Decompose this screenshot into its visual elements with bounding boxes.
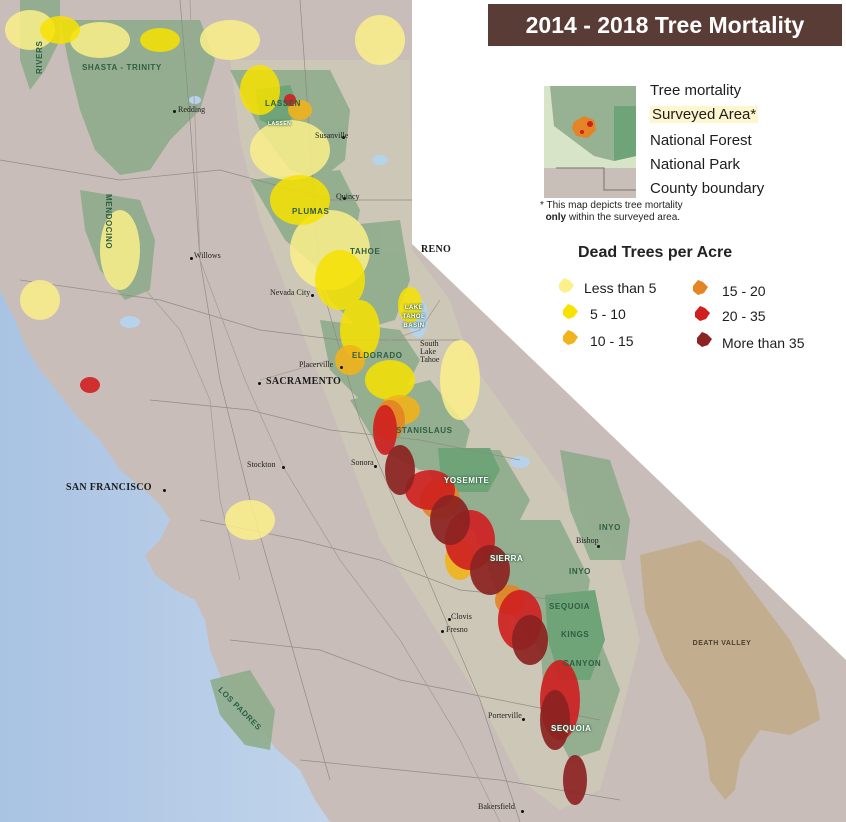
legend-note-bold: only — [545, 212, 567, 223]
bakersfield-dot — [521, 810, 524, 813]
park-yosemite: YOSEMITE — [444, 476, 490, 485]
legend-surveyed-area: Surveyed Area* — [650, 106, 759, 123]
quincy-dot — [343, 197, 346, 200]
park-canyon: CANYON — [563, 659, 602, 668]
city-redding: Redding — [178, 105, 206, 114]
class-swatch-5-10 — [563, 304, 578, 319]
forest-shasta-trinity: SHASTA - TRINITY — [82, 63, 162, 72]
bishop-dot — [597, 545, 600, 548]
class-swatch-15-20 — [693, 280, 708, 295]
class-label-less-than-5: Less than 5 — [584, 280, 657, 296]
legend-county-boundary: County boundary — [650, 180, 765, 197]
forest-six-rivers: RIVERS — [35, 40, 44, 74]
20-35-swatch — [695, 306, 710, 321]
forest-lake-tahoe-basin: LAKE TAHOE BASIN — [402, 305, 426, 329]
class-label-20-35: 20 - 35 — [722, 308, 766, 324]
more-than-35-swatch — [697, 332, 712, 347]
legend-national-park: National Park — [650, 156, 741, 173]
less-than-5-swatch — [559, 278, 574, 293]
legend-inset-map — [544, 86, 636, 198]
city-bishop: Bishop — [576, 536, 599, 545]
legend-note: * This map depicts tree mortality only w… — [540, 200, 683, 224]
fresno-dot — [441, 630, 444, 633]
class-swatch-20-35 — [695, 306, 710, 321]
city-south-lake-tahoe: South Lake Tahoe — [420, 339, 440, 364]
forest-plumas: PLUMAS — [292, 207, 330, 216]
forest-sierra: SIERRA — [490, 554, 524, 563]
porterville-dot — [522, 718, 525, 721]
legend-mortality-dot-b — [580, 130, 584, 134]
forest-inyo: INYO — [599, 523, 621, 532]
county-boundary-swatch — [556, 167, 636, 191]
class-label-10-15: 10 - 15 — [590, 333, 634, 349]
city-placerville: Placerville — [299, 360, 334, 369]
susanville-dot — [342, 136, 345, 139]
city-stockton: Stockton — [247, 460, 276, 469]
mortality-less-than-5 — [5, 10, 480, 540]
10-15-swatch — [563, 330, 578, 345]
national-park-swatch — [614, 106, 636, 161]
sonora-dot — [374, 465, 377, 468]
city-san-francisco: SAN FRANCISCO — [66, 482, 152, 493]
5-10-swatch — [563, 304, 578, 319]
15-20-swatch — [693, 280, 708, 295]
forest-sequoia-south: SEQUOIA — [551, 724, 592, 733]
city-clovis: Clovis — [451, 612, 472, 621]
city-susanville: Susanville — [315, 131, 349, 140]
class-swatch-more-than-35 — [697, 332, 712, 347]
san-francisco-dot — [163, 489, 166, 492]
forest-lassen: LASSEN — [265, 99, 302, 108]
park-sequoia: SEQUOIA — [549, 602, 591, 611]
placerville-dot — [340, 366, 343, 369]
park-lassen: LASSEN — [268, 121, 292, 127]
city-fresno: Fresno — [446, 625, 468, 634]
mortality-5-10 — [40, 16, 422, 400]
park-death-valley: DEATH VALLEY — [692, 640, 752, 647]
class-swatch-less-than-5 — [559, 278, 574, 293]
city-nevada-city: Nevada City — [270, 288, 311, 297]
willows-dot — [190, 257, 193, 260]
city-bakersfield: Bakersfield — [478, 802, 515, 811]
class-swatch-10-15 — [563, 330, 578, 345]
legend-note-line2: within the surveyed area. — [566, 212, 681, 223]
legend: Tree mortality Surveyed Area* National F… — [540, 82, 840, 362]
clovis-dot — [448, 618, 451, 621]
forest-stanislaus: STANISLAUS — [396, 426, 453, 435]
mortality-more-than-35 — [385, 445, 587, 805]
city-quincy: Quincy — [336, 192, 360, 201]
stockton-dot — [282, 466, 285, 469]
legend-national-forest: National Forest — [650, 132, 752, 149]
class-label-more-than-35: More than 35 — [722, 335, 805, 351]
class-label-15-20: 15 - 20 — [722, 283, 766, 299]
city-willows: Willows — [194, 251, 221, 260]
nevada-city-dot — [311, 294, 314, 297]
legend-mortality-dot-a — [587, 121, 593, 127]
forest-inyo-south: INYO — [569, 567, 591, 576]
city-porterville: Porterville — [488, 711, 522, 720]
forest-eldorado: ELDORADO — [352, 351, 403, 360]
density-legend-title: Dead Trees per Acre — [578, 244, 733, 261]
city-sonora: Sonora — [351, 458, 374, 467]
forest-tahoe: TAHOE — [350, 247, 381, 256]
sacramento-dot — [258, 382, 261, 385]
class-label-5-10: 5 - 10 — [590, 306, 626, 322]
map-title: 2014 - 2018 Tree Mortality — [488, 4, 842, 46]
city-sacramento: SACRAMENTO — [266, 376, 342, 387]
park-kings: KINGS — [561, 630, 590, 639]
death-valley — [640, 540, 820, 800]
redding-dot — [173, 110, 176, 113]
city-reno: RENO — [421, 244, 452, 255]
legend-tree-mortality: Tree mortality — [650, 82, 742, 99]
forest-mendocino: MENDOCINO — [104, 194, 113, 250]
legend-note-line1: * This map depicts tree mortality — [540, 200, 683, 211]
